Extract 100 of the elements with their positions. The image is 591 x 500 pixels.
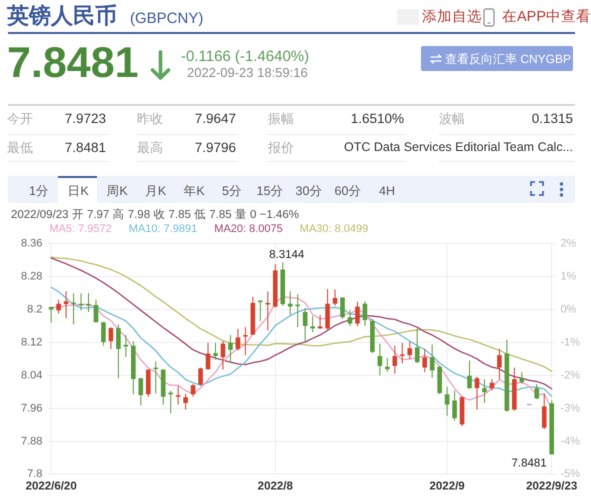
annotation: 7.8481 xyxy=(512,457,547,470)
x-tick-label: 2022/9/23 xyxy=(526,480,578,492)
text: 2022/09/23 开 7.97 高 7.98 收 7.85 低 7.85 量 0 −1.46% xyxy=(11,209,299,222)
chart-subtitle: (GBPCNY) xyxy=(130,10,204,27)
candlestick xyxy=(497,348,502,380)
candlestick xyxy=(190,384,196,398)
text: 日K xyxy=(67,184,89,198)
candlestick xyxy=(467,360,472,390)
candlestick xyxy=(407,342,412,360)
candlestick xyxy=(138,377,144,406)
y-tick-label: 7.96 xyxy=(20,402,42,414)
text: 7.9723 xyxy=(64,111,106,126)
candlestick xyxy=(101,321,106,346)
y-tick-label: 8.12 xyxy=(20,336,42,348)
candlestick xyxy=(400,342,405,364)
text: 60分 xyxy=(334,184,362,198)
candlestick xyxy=(78,292,84,311)
text: 30分 xyxy=(296,184,322,198)
candlestick xyxy=(220,340,226,370)
y-tick-label: 8.04 xyxy=(20,369,42,382)
text: 1.6510% xyxy=(350,111,404,126)
candlestick xyxy=(302,307,308,342)
candlestick xyxy=(348,310,352,326)
candlestick xyxy=(116,324,121,379)
candlestick xyxy=(56,299,61,314)
x-tick-label: 2022/9 xyxy=(430,480,465,492)
text: 最高 xyxy=(137,140,163,154)
text: MA10: 7.9891 xyxy=(128,223,198,235)
y-tick-label: 7.8 xyxy=(27,468,42,480)
y-tick-label: 8.2 xyxy=(27,304,42,316)
candlestick xyxy=(86,292,91,312)
text: MA5: 7.9572 xyxy=(49,223,112,235)
text: 在APP中查看 xyxy=(502,8,591,24)
candlestick xyxy=(108,326,114,350)
y2-tick-label: 1% xyxy=(560,270,577,283)
text: 7.9647 xyxy=(194,111,236,126)
text: 0.1315 xyxy=(532,111,573,126)
candlestick xyxy=(332,288,338,306)
y2-tick-label: -3% xyxy=(560,402,580,414)
candlestick xyxy=(534,384,540,400)
text: 7.8481 xyxy=(7,39,139,87)
text: OTC Data Services Editorial Team Calc... xyxy=(344,140,573,154)
candlestick xyxy=(295,294,300,328)
y2-tick-label: 0% xyxy=(560,304,577,316)
text: MA20: 8.0075 xyxy=(214,223,283,235)
annotation: 8.3144 xyxy=(269,248,305,261)
candlestick xyxy=(378,343,382,376)
candlestick xyxy=(422,348,428,373)
candlestick xyxy=(213,342,218,360)
text: 今开 xyxy=(7,111,33,126)
text: 振幅 xyxy=(268,111,294,126)
text: 波幅 xyxy=(439,111,465,126)
candlestick xyxy=(265,290,270,331)
text: 5分 xyxy=(222,184,242,198)
x-tick-label: 2022/6/20 xyxy=(26,480,77,492)
text: 4H xyxy=(379,184,395,198)
candlestick xyxy=(236,328,240,352)
candlestick xyxy=(176,386,180,406)
y-tick-label: 7.88 xyxy=(20,435,42,448)
candlestick xyxy=(258,300,263,322)
text: -0.1166 (-1.4640%) xyxy=(181,48,310,65)
candlestick xyxy=(94,299,98,324)
candlestick xyxy=(392,345,398,374)
y2-tick-label: 2% xyxy=(560,238,577,250)
y2-tick-label: -5% xyxy=(560,468,580,480)
candlestick xyxy=(414,328,420,364)
candlestick xyxy=(206,342,210,370)
candlestick xyxy=(482,378,487,404)
x-tick-label: 2022/8 xyxy=(258,480,294,492)
text: 年K xyxy=(183,184,205,198)
text: 昨收 xyxy=(137,111,163,126)
candlestick xyxy=(243,326,248,356)
text: 15分 xyxy=(256,184,284,198)
text: 7.8481 xyxy=(64,140,106,154)
candlestick xyxy=(490,378,494,392)
y2-tick-label: -4% xyxy=(560,435,580,448)
candlestick xyxy=(362,300,368,326)
text: 查看反向汇率 CNYGBP xyxy=(445,52,572,66)
candlestick xyxy=(318,314,322,330)
candlestick xyxy=(288,290,293,316)
text: 2022-09-23 18:59:16 xyxy=(187,64,308,80)
candlestick xyxy=(168,390,173,414)
text: 月K xyxy=(144,184,166,198)
candlestick xyxy=(355,301,360,327)
chart-title: 英镑人民币 xyxy=(7,3,117,28)
candlestick xyxy=(48,306,54,324)
candlestick xyxy=(71,292,76,325)
candlestick xyxy=(430,344,434,378)
candlestick xyxy=(228,334,233,364)
candlestick xyxy=(542,392,547,430)
candlestick xyxy=(198,367,203,386)
candlestick xyxy=(183,393,188,410)
text: 7.9796 xyxy=(194,140,236,154)
candlestick xyxy=(444,386,450,416)
candlestick xyxy=(340,296,345,320)
candlestick xyxy=(474,376,480,410)
text: 周K xyxy=(106,184,128,198)
text: 最低 xyxy=(7,140,33,154)
y-tick-label: 8.36 xyxy=(20,238,42,250)
y2-tick-label: -2% xyxy=(560,369,580,382)
